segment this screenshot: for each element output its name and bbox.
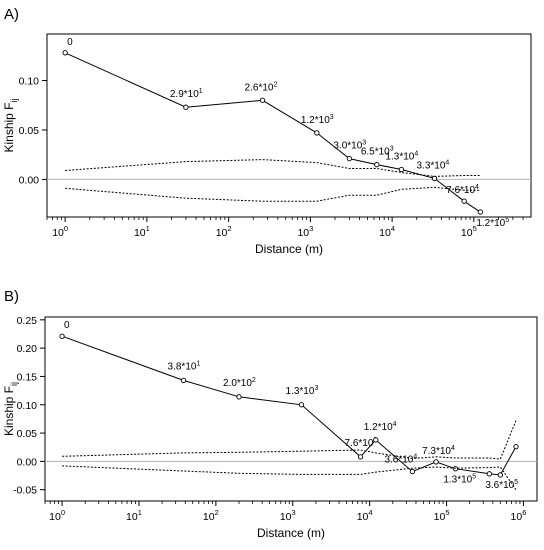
x-tick-label: 105 — [461, 224, 477, 239]
point-distance-label: 0 — [67, 37, 73, 48]
panel-label: B) — [4, 288, 19, 305]
x-tick-label: 103 — [297, 224, 313, 239]
point-distance-label: 1.2*103 — [301, 114, 334, 126]
point-distance-label: 2.0*102 — [223, 377, 256, 389]
panel-label: A) — [4, 6, 19, 23]
x-tick-label: 104 — [379, 224, 395, 239]
y-axis-title: Kinship Fij — [2, 98, 19, 152]
point-distance-label: 3.6*105 — [485, 479, 518, 491]
y-tick-label: -0.05 — [13, 485, 37, 497]
y-tick-label: 0.20 — [17, 343, 38, 355]
x-tick-label: 103 — [280, 508, 296, 523]
point-distance-label: 1.2*104 — [364, 421, 397, 433]
observed-point — [373, 437, 379, 443]
upper-confidence-line — [62, 420, 517, 460]
y-tick-label: 0.05 — [17, 428, 38, 440]
observed-point — [398, 166, 405, 173]
observed-point — [452, 466, 458, 472]
x-tick-label: 105 — [434, 508, 450, 523]
chart-panel-a: A) 100 101 102 103 104 105 0.10 0.05 0.00 Distance… — [2, 6, 532, 256]
x-tick-label: 104 — [357, 508, 373, 523]
y-tick-label: 0.10 — [17, 400, 38, 412]
observed-point — [259, 97, 266, 103]
plot-frame — [46, 33, 532, 218]
observed-point — [59, 333, 65, 339]
observed-point — [346, 155, 353, 162]
point-distance-label: 7.6*103 — [344, 437, 377, 449]
observed-point — [433, 459, 439, 465]
observed-point — [180, 377, 187, 384]
y-tick-label: 0.15 — [17, 371, 38, 383]
point-distance-label: 1.2*105 — [476, 217, 509, 229]
x-tick-label: 100 — [49, 508, 65, 523]
observed-point — [486, 471, 492, 477]
y-tick-label: 0.00 — [17, 456, 38, 468]
lower-confidence-line — [65, 186, 481, 202]
point-distance-label: 7.3*104 — [422, 445, 455, 457]
x-axis-title: Distance (m) — [257, 526, 325, 540]
observed-point — [183, 104, 189, 110]
x-tick-label: 101 — [134, 224, 150, 239]
y-axis-title: Kinship Fij — [2, 382, 19, 436]
observed-point — [497, 472, 503, 478]
point-distance-label: 6.5*103 — [361, 146, 394, 158]
y-tick-label: 0.25 — [17, 315, 38, 327]
point-distance-label: 1.3*104 — [385, 151, 418, 163]
plot-frame — [44, 316, 538, 502]
observed-point — [409, 468, 416, 475]
point-distance-label: 3.3*104 — [417, 159, 450, 171]
point-distance-label: 3.6*104 — [384, 454, 417, 466]
point-distance-label: 0 — [64, 320, 70, 331]
point-distance-label: 1.3*105 — [443, 474, 476, 486]
upper-confidence-line — [65, 159, 481, 177]
observed-point — [314, 130, 320, 136]
observed-point — [513, 443, 519, 450]
point-distance-label: 2.6*102 — [245, 81, 278, 93]
observed-point — [298, 402, 305, 408]
point-distance-label: 7.6*104 — [446, 184, 479, 196]
point-distance-label: 3.0*103 — [333, 140, 366, 152]
x-tick-label: 106 — [511, 508, 527, 523]
point-distance-label: 1.3*103 — [286, 385, 319, 397]
observed-point — [62, 50, 68, 56]
x-tick-label: 102 — [203, 508, 219, 523]
point-distance-label: 3.8*101 — [168, 360, 201, 372]
lower-confidence-line — [62, 465, 517, 490]
observed-point — [357, 454, 364, 460]
observed-point — [461, 198, 467, 204]
point-distance-label: 2.9*101 — [170, 88, 203, 100]
observed-point — [236, 394, 242, 400]
x-tick-label: 100 — [52, 224, 68, 239]
observed-point — [477, 209, 483, 215]
x-tick-label: 101 — [126, 508, 142, 523]
x-tick-label: 102 — [216, 224, 232, 239]
x-axis-title: Distance (m) — [255, 242, 323, 256]
y-tick-label: 0.00 — [19, 174, 40, 186]
y-tick-label: 0.05 — [19, 125, 40, 137]
y-tick-label: 0.10 — [19, 75, 40, 87]
observed-kinship-line — [64, 52, 481, 213]
observed-point — [374, 161, 380, 168]
chart-panel-b: B) 100 101 102 103 104 105 106 0.25 0.20 0.15 0.10 0… — [2, 288, 538, 540]
